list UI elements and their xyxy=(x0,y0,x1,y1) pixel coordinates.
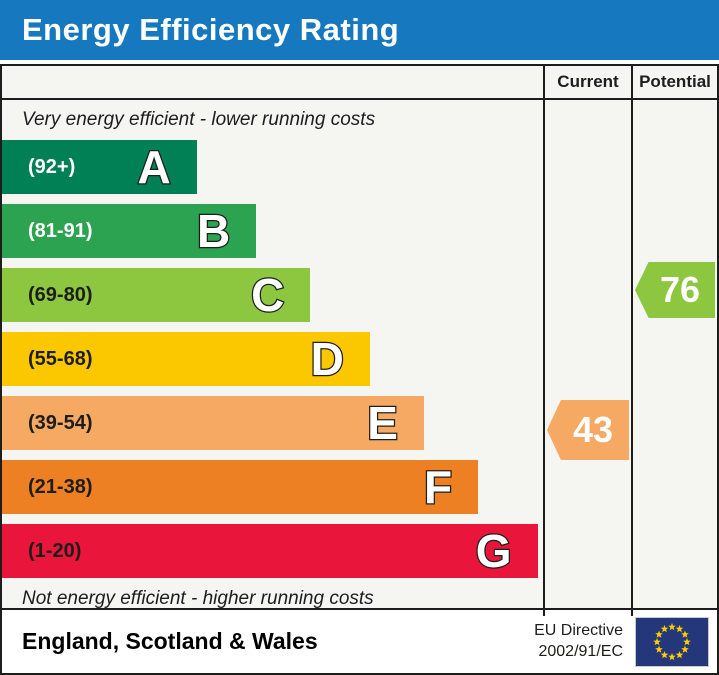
band-a-letter: A xyxy=(136,140,172,195)
band-d-range: (55-68) xyxy=(28,347,93,370)
potential-rating-arrow: 76 xyxy=(635,262,715,318)
eu-directive-line1: EU Directive xyxy=(534,621,623,639)
title-bar: Energy Efficiency Rating xyxy=(0,0,719,60)
current-value-cell: 43 xyxy=(543,100,631,616)
bottom-note: Not energy efficient - higher running co… xyxy=(22,588,374,609)
band-g-letter: G xyxy=(475,524,513,579)
band-d-bar: (55-68) D xyxy=(2,332,370,386)
band-f-letter: F xyxy=(423,460,454,515)
band-c-bar: (69-80) C xyxy=(2,268,311,323)
band-d-letter: D xyxy=(309,332,345,387)
rating-table: Current Potential Very energy efficient … xyxy=(0,64,719,616)
page-title: Energy Efficiency Rating xyxy=(22,12,400,47)
band-row-a: (92+) A xyxy=(2,140,543,194)
top-note: Very energy efficient - lower running co… xyxy=(22,109,376,130)
band-row-d: (55-68) D xyxy=(2,332,543,386)
band-b-letter: B xyxy=(196,204,232,259)
band-f-range: (21-38) xyxy=(28,475,93,498)
band-row-g: (1-20) G xyxy=(2,524,543,578)
band-row-c: (69-80) C xyxy=(2,268,543,322)
rating-bands: (92+) A (81-91) B (69-80) C xyxy=(2,140,543,588)
current-rating-value: 43 xyxy=(572,409,614,450)
band-c-letter: C xyxy=(250,268,286,323)
band-c-range: (69-80) xyxy=(28,283,93,306)
band-e-letter: E xyxy=(366,396,399,451)
potential-value-cell: 76 xyxy=(631,100,717,616)
band-row-e: (39-54) E xyxy=(2,396,543,450)
band-a-bar: (92+) A xyxy=(2,140,197,194)
band-g-bar: (1-20) G xyxy=(2,524,538,578)
eu-directive-line2: 2002/91/EC xyxy=(538,642,623,660)
current-rating-arrow: 43 xyxy=(547,400,629,460)
band-e-bar: (39-54) E xyxy=(2,396,424,450)
region-label: England, Scotland & Wales xyxy=(22,628,318,654)
band-f-bar: (21-38) F xyxy=(2,460,479,515)
band-a-range: (92+) xyxy=(28,155,76,178)
band-g-range: (1-20) xyxy=(28,539,82,562)
main-column-header xyxy=(2,66,543,100)
rating-scale-cell: Very energy efficient - lower running co… xyxy=(2,100,543,616)
eu-flag-icon xyxy=(635,616,709,667)
potential-rating-value: 76 xyxy=(659,269,701,310)
eu-directive-label: EU Directive 2002/91/EC xyxy=(534,621,635,663)
band-b-bar: (81-91) B xyxy=(2,204,257,259)
potential-column-header: Potential xyxy=(631,66,717,100)
current-column-header: Current xyxy=(543,66,631,100)
band-row-f: (21-38) F xyxy=(2,460,543,514)
band-e-range: (39-54) xyxy=(28,411,93,434)
footer-bar: England, Scotland & Wales EU Directive 2… xyxy=(0,610,719,675)
band-row-b: (81-91) B xyxy=(2,204,543,258)
band-b-range: (81-91) xyxy=(28,219,93,242)
